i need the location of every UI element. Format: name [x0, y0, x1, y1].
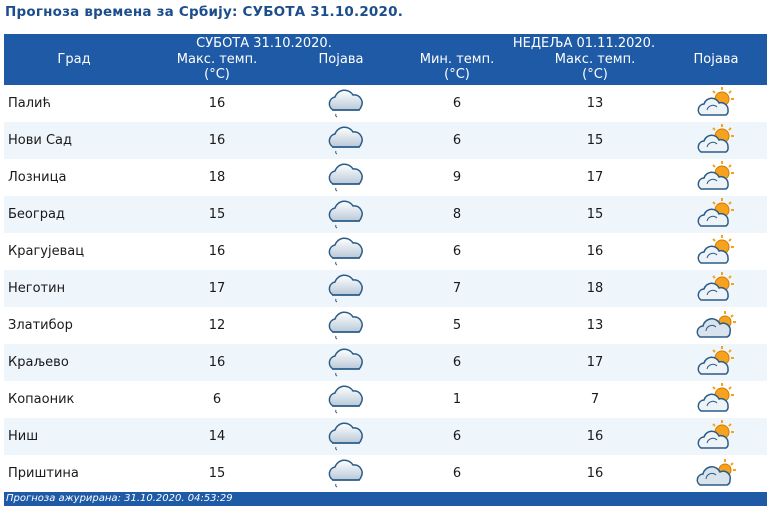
forecast-table: Град СУБОТА 31.10.2020. Макс. темп. (°C) …	[4, 34, 767, 492]
table-row: Крагујевац 16 6 16	[4, 233, 767, 270]
partly-cloudy-icon	[692, 270, 742, 307]
day2-max-temp: 17	[586, 355, 604, 370]
header-day1-max: Макс. темп. (°C)	[176, 52, 258, 82]
partly-cloudy-icon	[692, 85, 742, 122]
day1-max-temp: 6	[212, 392, 222, 407]
day2-min-temp: 7	[452, 281, 462, 296]
day2-max-temp: 7	[590, 392, 600, 407]
day1-max-temp: 18	[208, 170, 226, 185]
day1-max-temp: 15	[208, 207, 226, 222]
day2-min-temp: 9	[452, 170, 462, 185]
partly-cloudy-icon	[692, 418, 742, 455]
cloud-drizzle-icon	[321, 418, 371, 455]
table-row: Копаоник 6 1 7	[4, 381, 767, 418]
partly-cloudy-icon	[692, 344, 742, 381]
day2-max-temp: 13	[586, 96, 604, 111]
day1-max-temp: 14	[208, 429, 226, 444]
table-row: Неготин 17 7 18	[4, 270, 767, 307]
day2-max-temp: 13	[586, 318, 604, 333]
cloud-drizzle-icon	[321, 381, 371, 418]
city-name: Неготин	[8, 281, 66, 296]
table-row: Палић 16 6 13	[4, 85, 767, 122]
day1-max-temp: 12	[208, 318, 226, 333]
day1-max-temp: 16	[208, 355, 226, 370]
day1-max-temp: 15	[208, 466, 226, 481]
city-name: Лозница	[8, 170, 67, 185]
header-day2-min: Мин. темп. (°C)	[419, 52, 495, 82]
day2-min-temp: 6	[452, 429, 462, 444]
table-row: Нови Сад 16 6 15	[4, 122, 767, 159]
table-row: Краљево 16 6 17	[4, 344, 767, 381]
day2-min-temp: 5	[452, 318, 462, 333]
cloud-drizzle-icon	[321, 270, 371, 307]
mostly-cloudy-icon	[692, 307, 742, 344]
partly-cloudy-icon	[692, 381, 742, 418]
day2-max-temp: 16	[586, 429, 604, 444]
day2-min-temp: 6	[452, 355, 462, 370]
day1-max-temp: 17	[208, 281, 226, 296]
day2-min-temp: 1	[452, 392, 462, 407]
day2-min-temp: 6	[452, 244, 462, 259]
city-name: Крагујевац	[8, 244, 85, 259]
city-name: Нови Сад	[8, 133, 73, 148]
city-name: Златибор	[8, 318, 73, 333]
day2-max-temp: 15	[586, 207, 604, 222]
header-city: Град	[57, 52, 91, 67]
cloud-drizzle-icon	[321, 122, 371, 159]
table-header: Град СУБОТА 31.10.2020. Макс. темп. (°C) …	[4, 34, 767, 85]
cloud-drizzle-icon	[321, 455, 371, 492]
day2-max-temp: 16	[586, 244, 604, 259]
cloud-drizzle-icon	[321, 344, 371, 381]
day1-max-temp: 16	[208, 133, 226, 148]
day2-min-temp: 6	[452, 133, 462, 148]
table-row: Приштина 15 6 16	[4, 455, 767, 492]
table-body: Палић 16 6 13 Нови Сад 16 6 15 Лозница 1…	[4, 85, 767, 492]
partly-cloudy-icon	[692, 196, 742, 233]
page-title: Прогноза времена за Србију: СУБОТА 31.10…	[5, 4, 404, 20]
city-name: Копаоник	[8, 392, 75, 407]
cloud-drizzle-icon	[321, 307, 371, 344]
header-day2-max: Макс. темп. (°C)	[554, 52, 636, 82]
table-row: Београд 15 8 15	[4, 196, 767, 233]
partly-cloudy-icon	[692, 233, 742, 270]
city-name: Краљево	[8, 355, 69, 370]
day2-min-temp: 8	[452, 207, 462, 222]
cloud-drizzle-icon	[321, 159, 371, 196]
day2-min-temp: 6	[452, 96, 462, 111]
day1-max-temp: 16	[208, 96, 226, 111]
table-row: Ниш 14 6 16	[4, 418, 767, 455]
day2-max-temp: 16	[586, 466, 604, 481]
cloud-drizzle-icon	[321, 233, 371, 270]
cloud-drizzle-icon	[321, 196, 371, 233]
partly-cloudy-icon	[692, 122, 742, 159]
city-name: Београд	[8, 207, 65, 222]
header-day2-phenomenon: Појава	[693, 52, 739, 67]
partly-cloudy-icon	[692, 159, 742, 196]
table-row: Лозница 18 9 17	[4, 159, 767, 196]
day2-max-temp: 17	[586, 170, 604, 185]
cloud-drizzle-icon	[321, 85, 371, 122]
table-row: Златибор 12 5 13	[4, 307, 767, 344]
updated-footer: Прогноза ажурирана: 31.10.2020. 04:53:29	[4, 492, 767, 506]
day2-max-temp: 15	[586, 133, 604, 148]
day2-min-temp: 6	[452, 466, 462, 481]
city-name: Палић	[8, 96, 51, 111]
day1-max-temp: 16	[208, 244, 226, 259]
city-name: Ниш	[8, 429, 39, 444]
city-name: Приштина	[8, 466, 79, 481]
header-day1-phenomenon: Појава	[318, 52, 364, 67]
day2-max-temp: 18	[586, 281, 604, 296]
header-day2: НЕДЕЉА 01.11.2020.	[512, 36, 656, 51]
mostly-cloudy-icon	[692, 455, 742, 492]
header-day1: СУБОТА 31.10.2020.	[196, 36, 332, 51]
